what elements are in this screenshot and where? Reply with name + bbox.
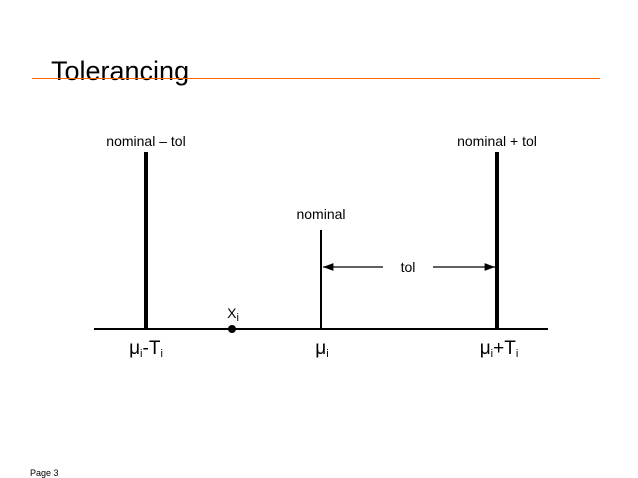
label-mu-minus-t: μi-Ti xyxy=(129,338,163,360)
label-nominal-plus-tol: nominal + tol xyxy=(457,133,537,149)
label-nominal-minus-tol: nominal – tol xyxy=(106,133,186,149)
slide-title: Tolerancing xyxy=(51,56,190,86)
page-number: Page 3 xyxy=(30,468,59,478)
label-mu: μi xyxy=(315,338,329,360)
title-underline xyxy=(32,78,600,79)
label-mu-plus-t: μi+Ti xyxy=(479,338,519,360)
label-tol: tol xyxy=(400,259,416,275)
sample-point xyxy=(228,325,236,333)
label-xi: Xi xyxy=(227,305,239,324)
label-nominal: nominal xyxy=(296,206,346,222)
